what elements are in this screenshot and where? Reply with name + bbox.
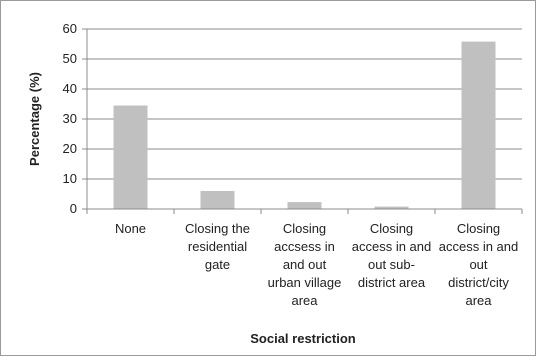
y-tick-label: 30 [63,111,77,126]
x-tick-label-line: None [115,221,146,236]
x-tick-label-line: area [291,293,318,308]
x-tick-label-line: district area [358,275,426,290]
x-tick-label: Closing the residential gate [185,221,250,272]
x-tick-label-line: Closing [370,221,413,236]
axes [82,28,523,214]
y-tick-label: 40 [63,81,77,96]
x-tick-label-line: Closing the [185,221,250,236]
x-tick-label: Closing accsess in and out urban village are… [268,221,342,308]
x-tick-label: Closing access in and out district/city area [439,221,519,308]
x-tick-label-line: access in and [352,239,432,254]
x-tick-label: Closing access in and out sub-district are… [352,221,432,290]
x-tick-label: None [115,221,146,236]
y-tick-label: 20 [63,141,77,156]
x-tick-label-line: accsess in [274,239,335,254]
x-tick-label-line: district/city [448,275,509,290]
x-tick-label-line: and out [283,257,327,272]
x-tick-label-line: out [469,257,487,272]
x-tick-label-line: Closing [457,221,500,236]
bar [113,105,148,209]
x-tick-label-line: out sub- [368,257,415,272]
labels: 0 10 20 30 40 50 60 None Closing the residential g… [63,21,519,308]
gridlines [87,28,522,180]
x-tick-label-line: urban village [268,275,342,290]
bar [200,191,235,209]
bar [287,202,322,209]
bars [113,41,496,209]
y-tick-label: 60 [63,21,77,36]
bar [374,206,409,209]
x-tick-label-line: residential [188,239,247,254]
bar [461,41,496,209]
x-tick-label-line: area [465,293,492,308]
x-axis-title: Social restriction [250,331,356,346]
x-tick-label-line: access in and [439,239,519,254]
y-tick-label: 10 [63,171,77,186]
y-tick-label: 0 [70,201,77,216]
y-tick-label: 50 [63,51,77,66]
x-tick-label-line: gate [205,257,230,272]
bar-chart: 0 10 20 30 40 50 60 None Closing the residential g… [27,21,523,346]
x-tick-label-line: Closing [283,221,326,236]
y-axis-title: Percentage (%) [27,72,42,166]
